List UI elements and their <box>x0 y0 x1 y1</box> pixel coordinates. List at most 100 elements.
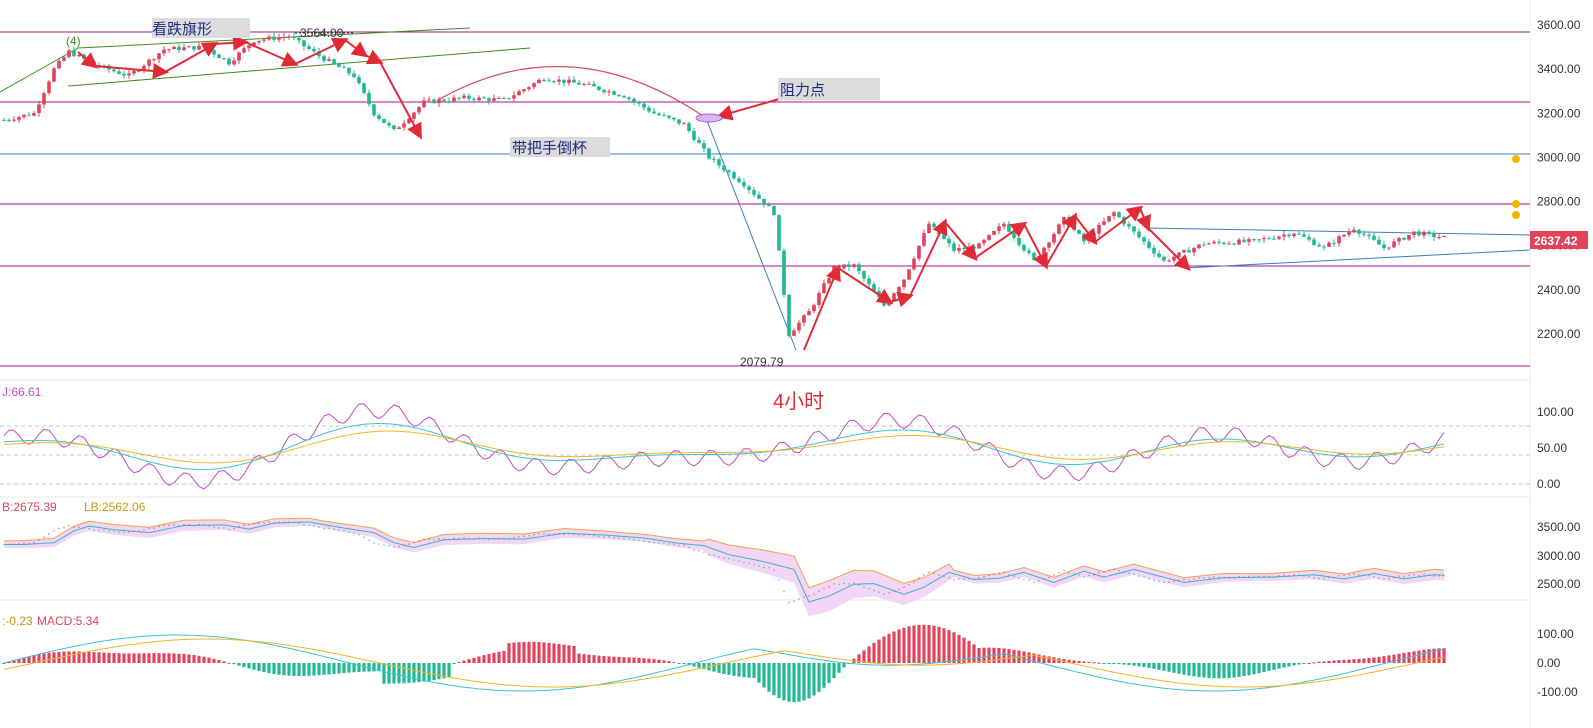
price-tick-label: 3400.00 <box>1537 62 1581 76</box>
candle-body <box>42 93 46 105</box>
candle-body <box>447 101 451 103</box>
candle-body <box>1237 239 1241 245</box>
candle-body <box>1337 236 1341 244</box>
candle-body <box>1062 216 1066 225</box>
macd-histogram-bar <box>572 645 576 663</box>
macd-histogram-bar <box>72 651 76 663</box>
zigzag-arrow <box>1136 207 1151 232</box>
macd-histogram-bar <box>1067 659 1071 663</box>
boll-tick-label: 2500.00 <box>1537 577 1581 591</box>
candle-body <box>557 79 561 82</box>
candle-body <box>472 98 476 101</box>
candle-body <box>987 234 991 240</box>
candle-body <box>32 112 36 116</box>
candle-body <box>1222 242 1226 244</box>
macd-histogram-bar <box>682 663 686 665</box>
macd-histogram-bar <box>1332 660 1336 663</box>
boll-upper-line <box>3 517 1445 589</box>
candle-body <box>1347 231 1351 235</box>
boll-panel <box>3 517 1445 617</box>
candle-body <box>1282 234 1286 237</box>
macd-histogram-bar <box>1162 663 1166 671</box>
candle-body <box>467 95 471 99</box>
candle-body <box>1207 243 1211 245</box>
macd-histogram-bar <box>37 654 41 663</box>
macd-histogram-bar <box>1137 663 1141 667</box>
candle-body <box>812 304 816 312</box>
macd-histogram-bar <box>927 625 931 663</box>
candle-body <box>337 63 341 68</box>
macd-histogram-bar <box>82 651 86 663</box>
candle-body <box>357 77 361 84</box>
macd-histogram-bar <box>742 663 746 678</box>
candle-body <box>657 113 661 116</box>
candle-body <box>1137 231 1141 238</box>
candle-body <box>1367 234 1371 236</box>
candle-body <box>627 97 631 99</box>
candle-body <box>1317 245 1321 247</box>
candle-body <box>762 198 766 205</box>
macd-histogram-bar <box>867 646 871 663</box>
macd-histogram-bar <box>652 659 656 663</box>
candle-body <box>622 95 626 98</box>
candle-body <box>732 172 736 179</box>
macd-histogram-bar <box>577 653 581 663</box>
macd-histogram-bar <box>327 663 331 675</box>
macd-histogram-bar <box>877 639 881 663</box>
macd-histogram-bar <box>507 643 511 663</box>
candle-body <box>647 107 651 112</box>
macd-histogram-bar <box>1192 663 1196 677</box>
macd-histogram-bar <box>1232 663 1236 678</box>
macd-histogram-bar <box>22 657 26 663</box>
macd-histogram-bar <box>402 663 406 684</box>
macd-histogram-bar <box>882 636 886 663</box>
macd-histogram-bar <box>417 663 421 683</box>
candle-body <box>932 223 936 227</box>
macd-histogram-bar <box>452 663 456 664</box>
macd-histogram-bar <box>887 633 891 663</box>
macd-histogram-bar <box>527 641 531 663</box>
candle-body <box>587 83 591 85</box>
candle-body <box>1442 235 1446 238</box>
candles-main <box>2 32 1446 338</box>
candle-body <box>617 94 621 96</box>
candle-body <box>262 39 266 41</box>
macd-histogram-bar <box>607 656 611 663</box>
macd-histogram-bar <box>182 653 186 663</box>
macd-histogram-bar <box>312 663 316 676</box>
macd-histogram-bar <box>477 656 481 663</box>
resistance-marker <box>695 113 723 123</box>
candle-body <box>122 73 126 76</box>
macd-histogram-bar <box>32 655 36 663</box>
candle-body <box>1362 233 1366 235</box>
macd-histogram-bar <box>907 626 911 663</box>
candle-body <box>1107 216 1111 222</box>
macd-histogram-bar <box>1392 654 1396 663</box>
candle-body <box>962 248 966 250</box>
macd-histogram-bar <box>1207 663 1211 679</box>
candle-body <box>852 264 856 268</box>
macd-histogram-bar <box>892 631 896 663</box>
macd-histogram-bar <box>322 663 326 675</box>
macd-histogram-bar <box>1212 663 1216 679</box>
macd-histogram-bar <box>1127 663 1131 666</box>
macd-histogram-bar <box>302 663 306 676</box>
candle-body <box>922 233 926 246</box>
macd-histogram-bar <box>397 663 401 684</box>
macd-histogram-bar <box>362 663 366 672</box>
candle-body <box>992 231 996 235</box>
price-axis: 3600.003400.003200.003000.002800.002600.… <box>1537 18 1581 699</box>
candle-body <box>222 58 226 60</box>
macd-histogram-bar <box>582 654 586 663</box>
candle-body <box>77 54 81 57</box>
macd-histogram-bar <box>717 663 721 673</box>
candle-body <box>27 114 31 116</box>
macd-histogram-bar <box>1302 663 1306 664</box>
candle-body <box>1212 241 1216 244</box>
candle-body <box>452 97 456 102</box>
macd-histogram-bar <box>372 663 376 672</box>
macd-histogram-bar <box>547 642 551 663</box>
zigzag-arrow <box>837 267 894 305</box>
candle-body <box>12 119 16 121</box>
